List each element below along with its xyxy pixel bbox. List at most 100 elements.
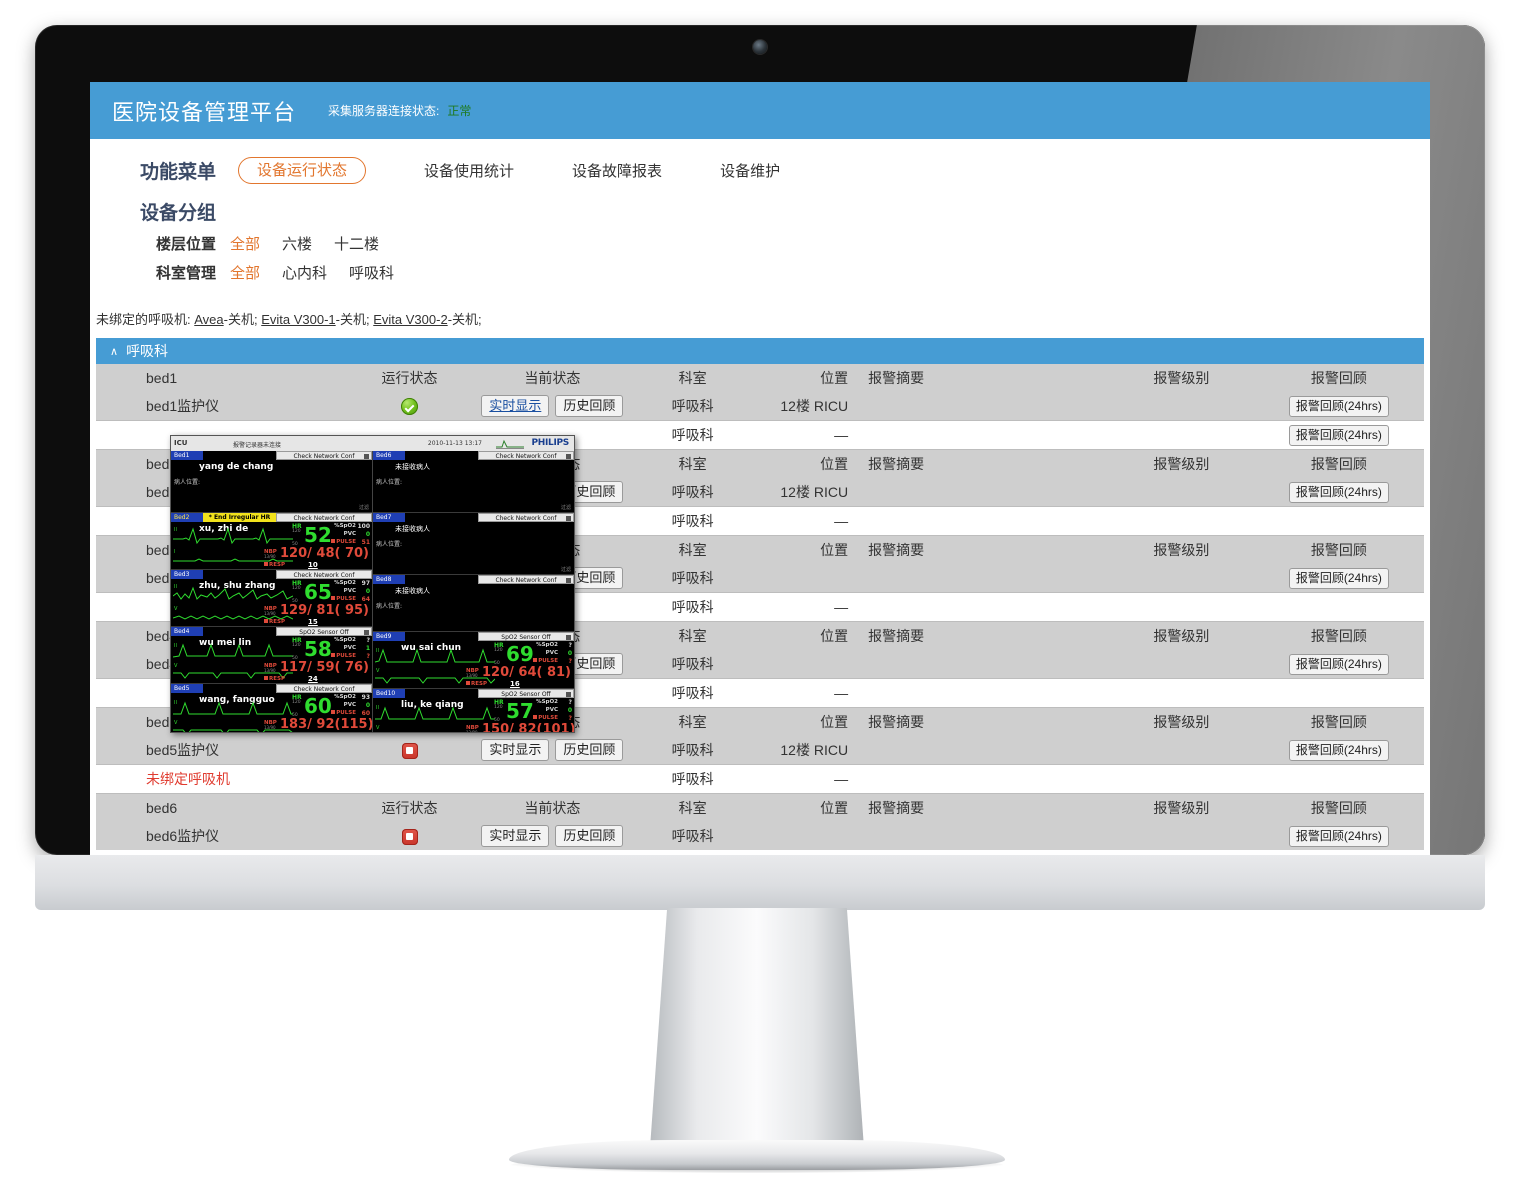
dropdown-arrow-icon[interactable] [364, 630, 369, 635]
alarm-review-button[interactable]: 报警回顾(24hrs) [1288, 825, 1389, 847]
column-run-status: 运行状态 [381, 370, 438, 386]
column-department: 科室 [678, 370, 707, 386]
nbp-limit: 13/90 [264, 554, 276, 559]
nbp-limit: 13/90 [264, 611, 276, 616]
conf-status-box[interactable]: Check Network Conf [276, 451, 372, 460]
filter-department-option-all[interactable]: 全部 [230, 265, 261, 282]
column-alarm-summary: 报警摘要 [868, 714, 925, 730]
monitor-pane-bed9[interactable]: Bed9 SpO2 Sensor Off wu sai chun II V [373, 632, 574, 689]
history-review-button[interactable]: 历史回顾 [555, 738, 624, 762]
svg-text:II: II [174, 584, 177, 590]
alarm-review-button[interactable]: 报警回顾(24hrs) [1288, 739, 1389, 761]
dropdown-arrow-icon[interactable] [566, 578, 571, 583]
conf-status-box[interactable]: Check Network Conf [478, 575, 574, 584]
dropdown-arrow-icon[interactable] [566, 516, 571, 521]
monitor-pane-bed7[interactable]: Bed7 Check Network Conf 未接收病人 病人位置: 过滤 [373, 513, 574, 575]
conf-status-box[interactable]: SpO2 Sensor Off [478, 689, 574, 698]
hr-limit-high: 120 [292, 700, 301, 705]
conf-status-box[interactable]: Check Network Conf [478, 451, 574, 460]
conf-status-box[interactable]: Check Network Conf [276, 684, 372, 693]
section-respiratory[interactable]: ∧ 呼吸科 [96, 338, 1424, 364]
pane-header: Bed8 Check Network Conf [373, 575, 574, 584]
live-display-button[interactable]: 实时显示 [481, 394, 550, 418]
alarm-square-icon [264, 619, 268, 623]
monitor-pane-bed8[interactable]: Bed8 Check Network Conf 未接收病人 病人位置: [373, 575, 574, 632]
conf-status-box[interactable]: Check Network Conf [276, 570, 372, 579]
monitor-column-right: Bed6 Check Network Conf 未接收病人 病人位置: 过滤 [373, 451, 574, 732]
alarm-review-button[interactable]: 报警回顾(24hrs) [1288, 424, 1389, 446]
resp-value: 17 [308, 732, 318, 733]
tab-device-usage-stats[interactable]: 设备使用统计 [424, 163, 515, 180]
monitor-pane-bed3[interactable]: Bed3 Check Network Conf zhu, shu zhang I… [171, 570, 372, 627]
pulse-label: PULSE [331, 653, 356, 659]
conf-status-box[interactable]: SpO2 Sensor Off [478, 632, 574, 641]
monitor-unit-label: ICU [174, 439, 188, 447]
tab-device-fault-report[interactable]: 设备故障报表 [572, 163, 663, 180]
hr-limit-low: 50 [494, 661, 500, 666]
nbp-label: NBP [466, 725, 479, 731]
vent-alarm-review-cell: 报警回顾(24hrs) [1254, 421, 1424, 450]
monitor-pane-bed2[interactable]: Bed2 * End Irregular HR Check Network Co… [171, 513, 372, 570]
nbp-label: NBP [264, 549, 277, 555]
alarm-summary-cell [854, 822, 1109, 850]
pvc-value: 0 [365, 702, 370, 709]
nbp-value: 117/ 59( 76) [280, 660, 370, 675]
monitor-pane-bed1[interactable]: Bed1 Check Network Conf yang de chang 病人… [171, 451, 372, 513]
philips-monitor-overlay[interactable]: ICU 报警记录器未连接 2010-11-13 13:17 PHILIPS [170, 435, 575, 733]
chevron-up-icon[interactable]: ∧ [110, 345, 119, 358]
column-location: 位置 [820, 628, 849, 644]
hr-value: 65 [304, 580, 332, 604]
resp-value: 10 [308, 561, 318, 569]
dropdown-arrow-icon[interactable] [364, 454, 369, 459]
alarm-review-button[interactable]: 报警回顾(24hrs) [1288, 395, 1389, 417]
alarm-review-button[interactable]: 报警回顾(24hrs) [1288, 567, 1389, 589]
pvc-label: PVC [545, 707, 558, 713]
conf-status-box[interactable]: Check Network Conf [478, 513, 574, 522]
alarm-review-button[interactable]: 报警回顾(24hrs) [1288, 481, 1389, 503]
monitor-pane-bed6[interactable]: Bed6 Check Network Conf 未接收病人 病人位置: 过滤 [373, 451, 574, 513]
monitor-pane-bed5[interactable]: Bed5 Check Network Conf wang, fangguo II… [171, 684, 372, 733]
filter-department-option-respiratory[interactable]: 呼吸科 [349, 265, 395, 282]
pane-header: Bed4 SpO2 Sensor Off [171, 627, 372, 636]
column-bed: bed5 [146, 714, 178, 730]
status-stopped-icon [401, 742, 418, 759]
column-alarm-review: 报警回顾 [1310, 370, 1367, 386]
ecg-waveform: II V [375, 705, 495, 731]
nbp-label: NBP [466, 668, 479, 674]
history-review-button[interactable]: 历史回顾 [555, 824, 624, 848]
alarm-review-cell: 报警回顾(24hrs) [1254, 736, 1424, 765]
resp-label: RESP [264, 619, 285, 625]
unbound-device-avea[interactable]: Avea [194, 312, 224, 327]
filter-department-option-cardiology[interactable]: 心内科 [282, 265, 328, 282]
filter-floor-option-all[interactable]: 全部 [230, 236, 261, 253]
vent-department-cell: 呼吸科 [671, 427, 714, 443]
department-cell: 呼吸科 [671, 398, 714, 414]
filter-floor-option-12f[interactable]: 十二楼 [334, 236, 380, 253]
spo2-label: %SpO2 [334, 580, 356, 586]
unbound-device-evita-v300-1[interactable]: Evita V300-1 [261, 312, 336, 327]
unbound-device-evita-v300-2[interactable]: Evita V300-2 [373, 312, 448, 327]
dropdown-arrow-icon[interactable] [566, 454, 571, 459]
column-alarm-review: 报警回顾 [1310, 628, 1367, 644]
tab-device-maintenance[interactable]: 设备维护 [720, 163, 781, 180]
hr-limit-high: 120 [292, 586, 301, 591]
filter-floor-option-6f[interactable]: 六楼 [282, 236, 313, 253]
column-alarm-level: 报警级别 [1153, 542, 1210, 558]
patient-name: wang, fangguo [199, 695, 275, 705]
patient-name: yang de chang [199, 462, 274, 472]
conf-status-box[interactable]: Check Network Conf [276, 513, 372, 522]
department-cell: 呼吸科 [671, 656, 714, 672]
bed-label: Bed3 [171, 570, 203, 579]
alarm-level-cell [1109, 564, 1254, 593]
monitor-pane-bed10[interactable]: Bed10 SpO2 Sensor Off liu, ke qiang II V [373, 689, 574, 732]
alarm-review-button[interactable]: 报警回顾(24hrs) [1288, 653, 1389, 675]
history-review-button[interactable]: 历史回顾 [555, 394, 624, 418]
tab-device-run-status[interactable]: 设备运行状态 [238, 157, 367, 184]
function-menu: 功能菜单 设备运行状态 设备使用统计 设备故障报表 设备维护 [90, 139, 1430, 184]
dropdown-arrow-icon[interactable] [566, 692, 571, 697]
live-display-button[interactable]: 实时显示 [481, 738, 550, 762]
live-display-button[interactable]: 实时显示 [481, 824, 550, 848]
monitor-pane-bed4[interactable]: Bed4 SpO2 Sensor Off wu mei lin II V [171, 627, 372, 684]
dropdown-arrow-icon[interactable] [566, 635, 571, 640]
conf-status-box[interactable]: SpO2 Sensor Off [276, 627, 372, 636]
